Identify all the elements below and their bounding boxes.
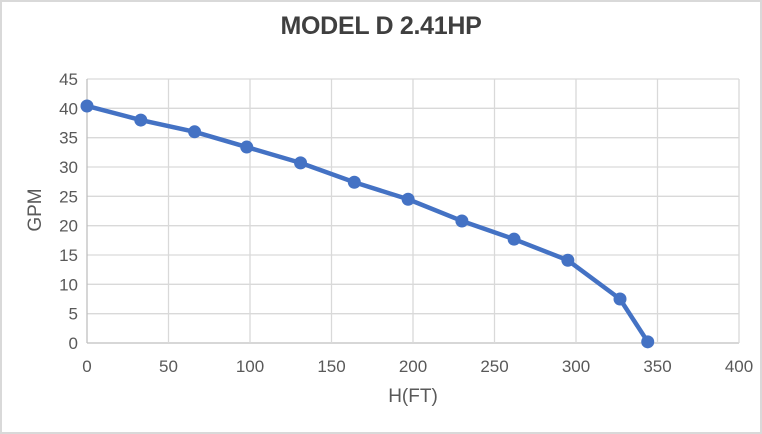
x-tick-label: 0 (82, 357, 91, 376)
x-tick-label: 400 (725, 357, 753, 376)
y-tick-label: 35 (59, 129, 78, 148)
y-tick-label: 20 (59, 217, 78, 236)
y-tick-label: 25 (59, 187, 78, 206)
x-axis-title: H(FT) (388, 386, 438, 407)
data-point-marker (80, 99, 94, 113)
series-line (84, 103, 650, 345)
y-tick-label: 10 (59, 275, 78, 294)
y-tick-label: 40 (59, 99, 78, 118)
y-tick-label: 30 (59, 158, 78, 177)
data-point-marker (561, 253, 575, 267)
x-tick-label: 150 (317, 357, 345, 376)
chart-title: MODEL D 2.41HP (280, 12, 482, 40)
y-tick-label: 0 (69, 334, 78, 353)
x-tick-label: 250 (480, 357, 508, 376)
y-tick-label: 45 (59, 70, 78, 89)
data-point-marker (613, 292, 627, 306)
data-point-marker (294, 156, 308, 170)
y-tick-label: 5 (69, 305, 78, 324)
data-point-marker (347, 175, 361, 189)
y-tick-label: 15 (59, 246, 78, 265)
x-tick-label: 300 (562, 357, 590, 376)
x-tick-label: 200 (399, 357, 427, 376)
x-tick-label: 100 (236, 357, 264, 376)
data-point-marker (188, 125, 202, 139)
x-tick-label: 350 (643, 357, 671, 376)
data-point-marker (401, 192, 415, 206)
data-point-marker (641, 335, 655, 349)
data-point-marker (240, 140, 254, 154)
x-tick-label: 50 (159, 357, 178, 376)
data-point-marker (507, 232, 521, 246)
data-point-marker (134, 113, 148, 127)
y-axis-title: GPM (25, 188, 46, 232)
data-point-marker (455, 214, 469, 228)
